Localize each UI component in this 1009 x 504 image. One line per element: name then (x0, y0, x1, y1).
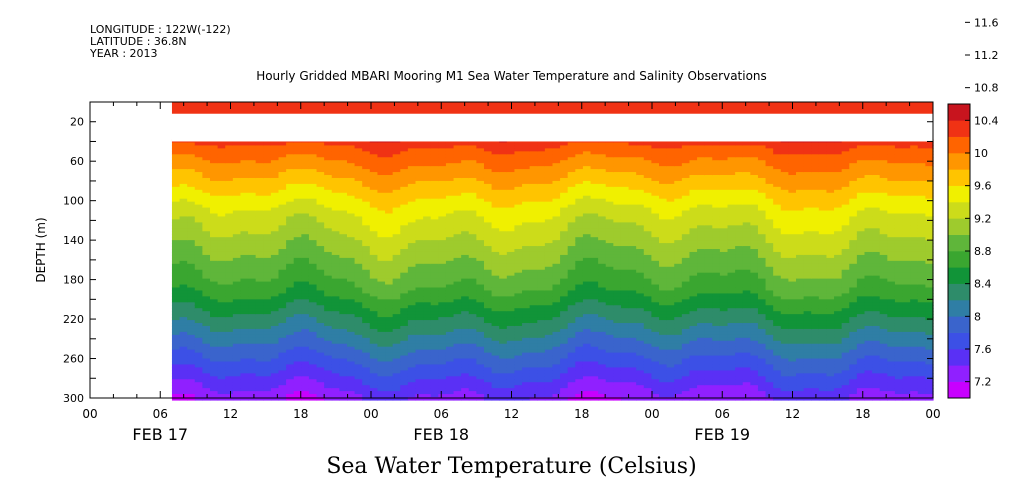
colorbar-label: 7.2 (974, 376, 992, 389)
colorbar-swatch (948, 136, 970, 154)
colorbar-swatch (948, 332, 970, 350)
x-tick-label: 12 (223, 407, 238, 421)
x-tick-label: 00 (644, 407, 659, 421)
x-date-label: FEB 18 (413, 425, 469, 444)
missing-data-gap (171, 113, 934, 142)
temperature-field (171, 102, 934, 401)
colorbar-swatch (948, 185, 970, 203)
x-tick-label: 00 (925, 407, 940, 421)
year-label: YEAR : 2013 (90, 47, 158, 60)
colorbar-label: 10.8 (974, 82, 999, 95)
colorbar-swatch (948, 120, 970, 137)
colorbar-label: 7.6 (974, 343, 992, 356)
surface-band (171, 102, 934, 114)
colorbar-label: 8.8 (974, 245, 992, 258)
colorbar-label: 10 (974, 147, 988, 160)
colorbar-label: 8.4 (974, 278, 992, 291)
x-date-label: FEB 17 (132, 425, 188, 444)
y-tick-label: 300 (63, 392, 84, 405)
latitude-label: LATITUDE : 36.8N (90, 35, 187, 48)
x-tick-label: 18 (293, 407, 308, 421)
x-tick-label: 06 (153, 407, 168, 421)
colorbar-label: 8 (974, 310, 981, 323)
colorbar-swatch (948, 381, 970, 399)
colorbar-swatch (948, 234, 970, 252)
x-tick-label: 12 (504, 407, 519, 421)
y-tick-label: 140 (63, 234, 84, 247)
colorbar-swatch (948, 104, 970, 121)
y-tick-label: 260 (63, 353, 84, 366)
colorbar-label: 9.2 (974, 212, 992, 225)
colorbar-swatch (948, 202, 970, 219)
x-axis-title: Sea Water Temperature (Celsius) (326, 454, 697, 479)
colorbar-swatch (948, 169, 970, 186)
y-tick-label: 180 (63, 274, 84, 287)
y-tick-label: 20 (70, 116, 84, 129)
x-tick-label: 06 (434, 407, 449, 421)
x-tick-label: 00 (82, 407, 97, 421)
colorbar-swatch (948, 283, 970, 301)
chart-title: Hourly Gridded MBARI Mooring M1 Sea Wate… (256, 69, 767, 83)
y-tick-label: 60 (70, 155, 84, 168)
x-tick-label: 18 (855, 407, 870, 421)
x-date-label: FEB 19 (694, 425, 750, 444)
colorbar-swatch (948, 365, 970, 382)
x-tick-label: 18 (574, 407, 589, 421)
y-axis-title: DEPTH (m) (34, 217, 48, 282)
y-tick-label: 100 (63, 195, 84, 208)
colorbar-swatch (948, 316, 970, 333)
colorbar-swatch (948, 267, 970, 284)
colorbar-label: 10.4 (974, 114, 999, 127)
colorbar-swatch (948, 349, 970, 366)
colorbar-swatch (948, 300, 970, 317)
y-tick-label: 220 (63, 313, 84, 326)
x-tick-label: 12 (785, 407, 800, 421)
x-tick-label: 06 (715, 407, 730, 421)
x-tick-label: 00 (363, 407, 378, 421)
longitude-label: LONGITUDE : 122W(-122) (90, 23, 231, 36)
colorbar-swatch (948, 153, 970, 170)
colorbar-label: 11.2 (974, 49, 999, 62)
colorbar-swatch (948, 251, 970, 268)
colorbar-label: 9.6 (974, 180, 992, 193)
colorbar-label: 11.6 (974, 16, 999, 29)
colorbar-swatch (948, 218, 970, 235)
